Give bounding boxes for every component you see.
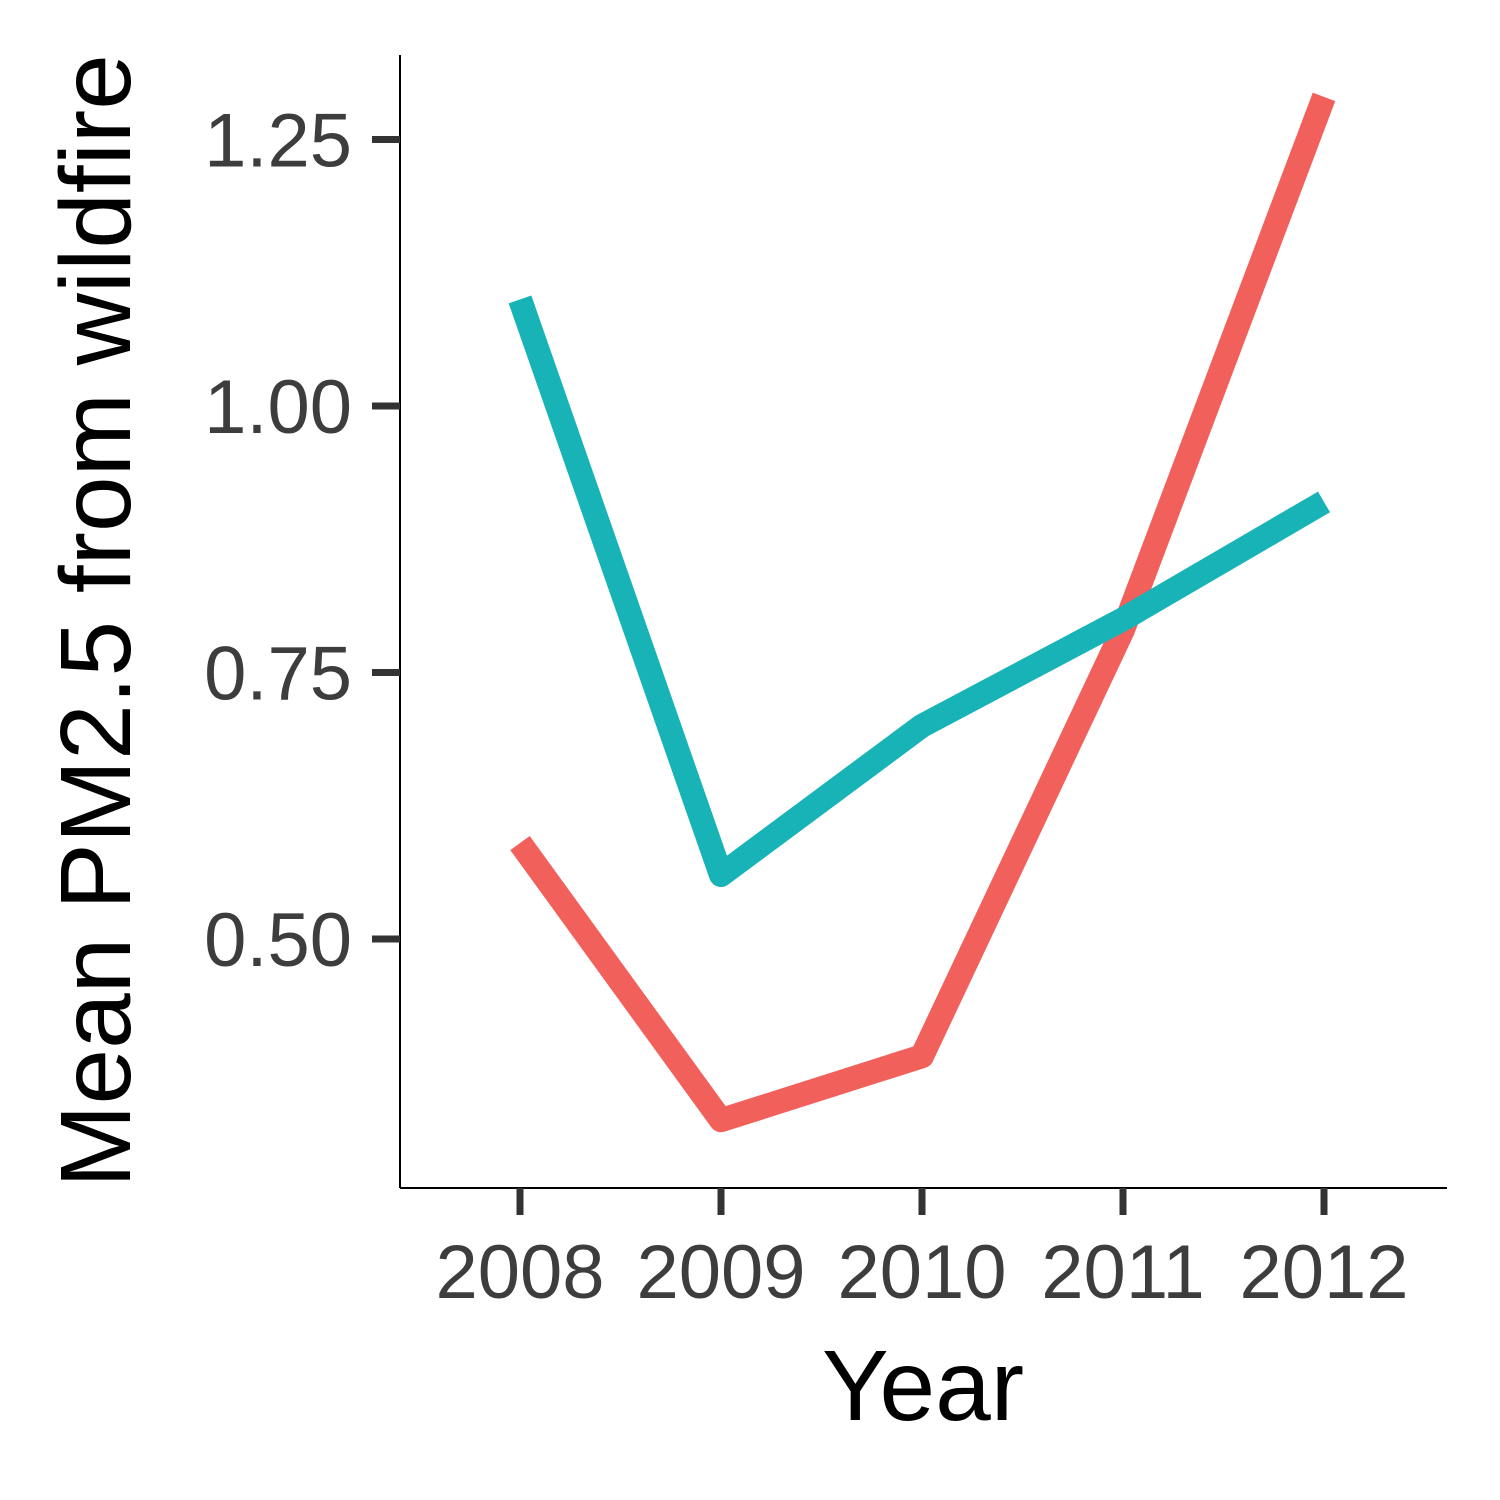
x-tick-label: 2008 — [435, 1230, 604, 1315]
y-tick-label: 0.50 — [204, 898, 352, 983]
y-axis-title: Mean PM2.5 from wildfire — [40, 54, 152, 1188]
x-tick-label: 2011 — [1041, 1230, 1204, 1315]
x-tick-label: 2012 — [1239, 1230, 1408, 1315]
series-line-2 — [508, 295, 1331, 888]
x-axis-ticks: 2008 2009 2010 2011 2012 — [435, 1188, 1409, 1315]
y-axis-ticks: 0.50 0.75 1.00 1.25 — [204, 99, 400, 983]
x-axis-title: Year — [822, 1330, 1024, 1442]
plot-area — [508, 92, 1336, 1133]
y-tick-label: 1.00 — [204, 365, 352, 450]
axes — [399, 55, 1447, 1189]
y-tick-label: 0.75 — [204, 632, 352, 717]
y-tick-label: 1.25 — [204, 99, 352, 184]
x-tick-label: 2010 — [837, 1230, 1006, 1315]
x-tick-label: 2009 — [636, 1230, 805, 1315]
series-line-1 — [510, 92, 1336, 1133]
